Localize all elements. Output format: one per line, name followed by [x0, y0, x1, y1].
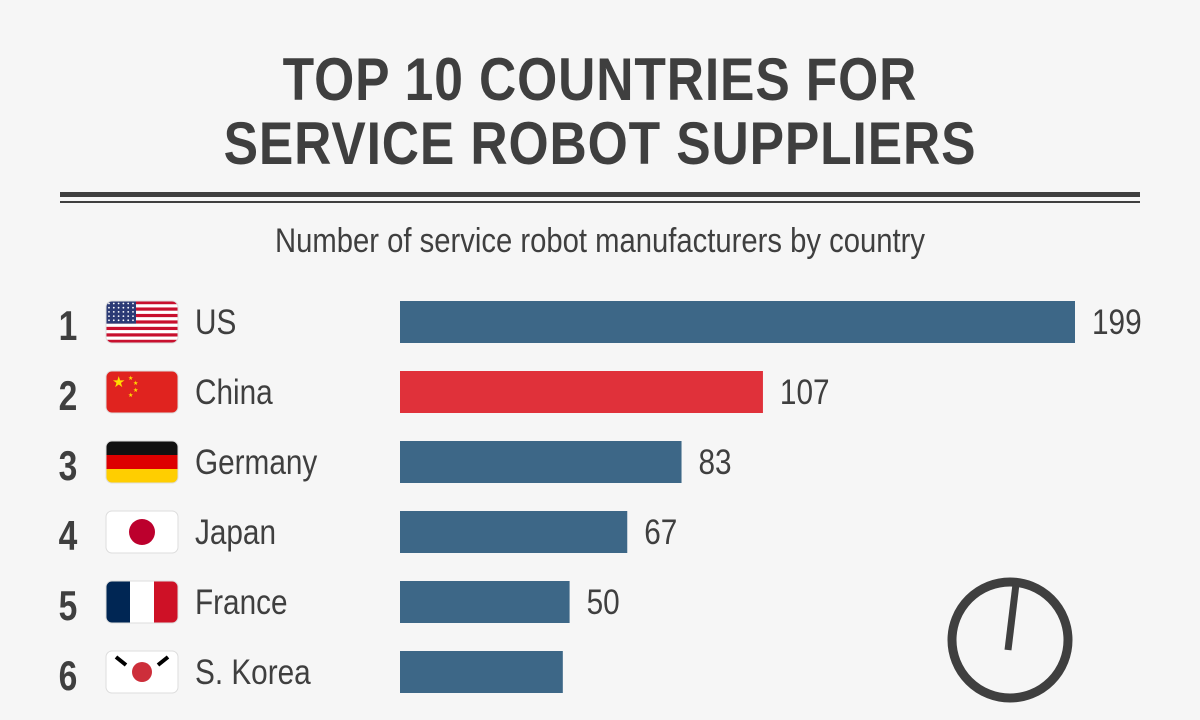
bar — [400, 371, 763, 413]
robot-logo-icon — [947, 577, 1073, 703]
title-line-2: SERVICE ROBOT SUPPLIERS — [223, 110, 977, 177]
value-label: 83 — [699, 443, 732, 482]
france-flag-icon — [106, 581, 178, 623]
category-label: S. Korea — [195, 653, 312, 692]
svg-text:★: ★ — [128, 375, 133, 382]
bar-row-1: 1 US 199 — [59, 300, 1142, 350]
category-label: China — [195, 373, 274, 412]
bar — [400, 581, 570, 623]
value-label: 50 — [587, 583, 620, 622]
value-label: 107 — [780, 373, 830, 412]
bar — [400, 651, 563, 693]
value-label: 199 — [1092, 303, 1142, 342]
divider-thick — [60, 192, 1140, 197]
rank-label: 1 — [59, 304, 78, 350]
bar — [400, 511, 628, 553]
rank-label: 6 — [59, 654, 78, 700]
rank-label: 4 — [59, 514, 78, 560]
bar-row-5: 5 France 50 — [59, 580, 620, 630]
bar — [400, 301, 1075, 343]
svg-text:★: ★ — [133, 380, 138, 387]
divider-thin — [60, 201, 1140, 203]
bar-row-6: 6 S. Korea — [59, 650, 563, 700]
germany-flag-icon — [106, 441, 178, 483]
china-flag-icon: ★ ★★★★ — [106, 371, 178, 413]
rank-label: 2 — [59, 374, 78, 420]
south-korea-flag-icon — [106, 651, 178, 693]
chart-subtitle: Number of service robot manufacturers by… — [274, 222, 926, 260]
bar-row-2: 2 ★ ★★★★ China 107 — [59, 370, 830, 420]
category-label: US — [195, 303, 236, 342]
bar-row-3: 3 Germany 83 — [59, 440, 732, 490]
rank-label: 5 — [59, 584, 78, 630]
category-label: Germany — [195, 443, 318, 482]
bar — [400, 441, 682, 483]
category-label: Japan — [195, 513, 276, 552]
category-label: France — [195, 583, 288, 622]
bar-row-4: 4 Japan 67 — [59, 510, 677, 560]
japan-flag-icon — [106, 511, 178, 553]
us-flag-icon — [106, 301, 178, 343]
svg-text:★: ★ — [133, 387, 138, 394]
title-line-1: TOP 10 COUNTRIES FOR — [282, 46, 918, 113]
svg-text:★: ★ — [112, 374, 125, 391]
rank-label: 3 — [59, 444, 78, 490]
chart-title: TOP 10 COUNTRIES FOR SERVICE ROBOT SUPPL… — [84, 48, 1116, 176]
svg-text:★: ★ — [128, 392, 133, 399]
value-label: 67 — [644, 513, 677, 552]
